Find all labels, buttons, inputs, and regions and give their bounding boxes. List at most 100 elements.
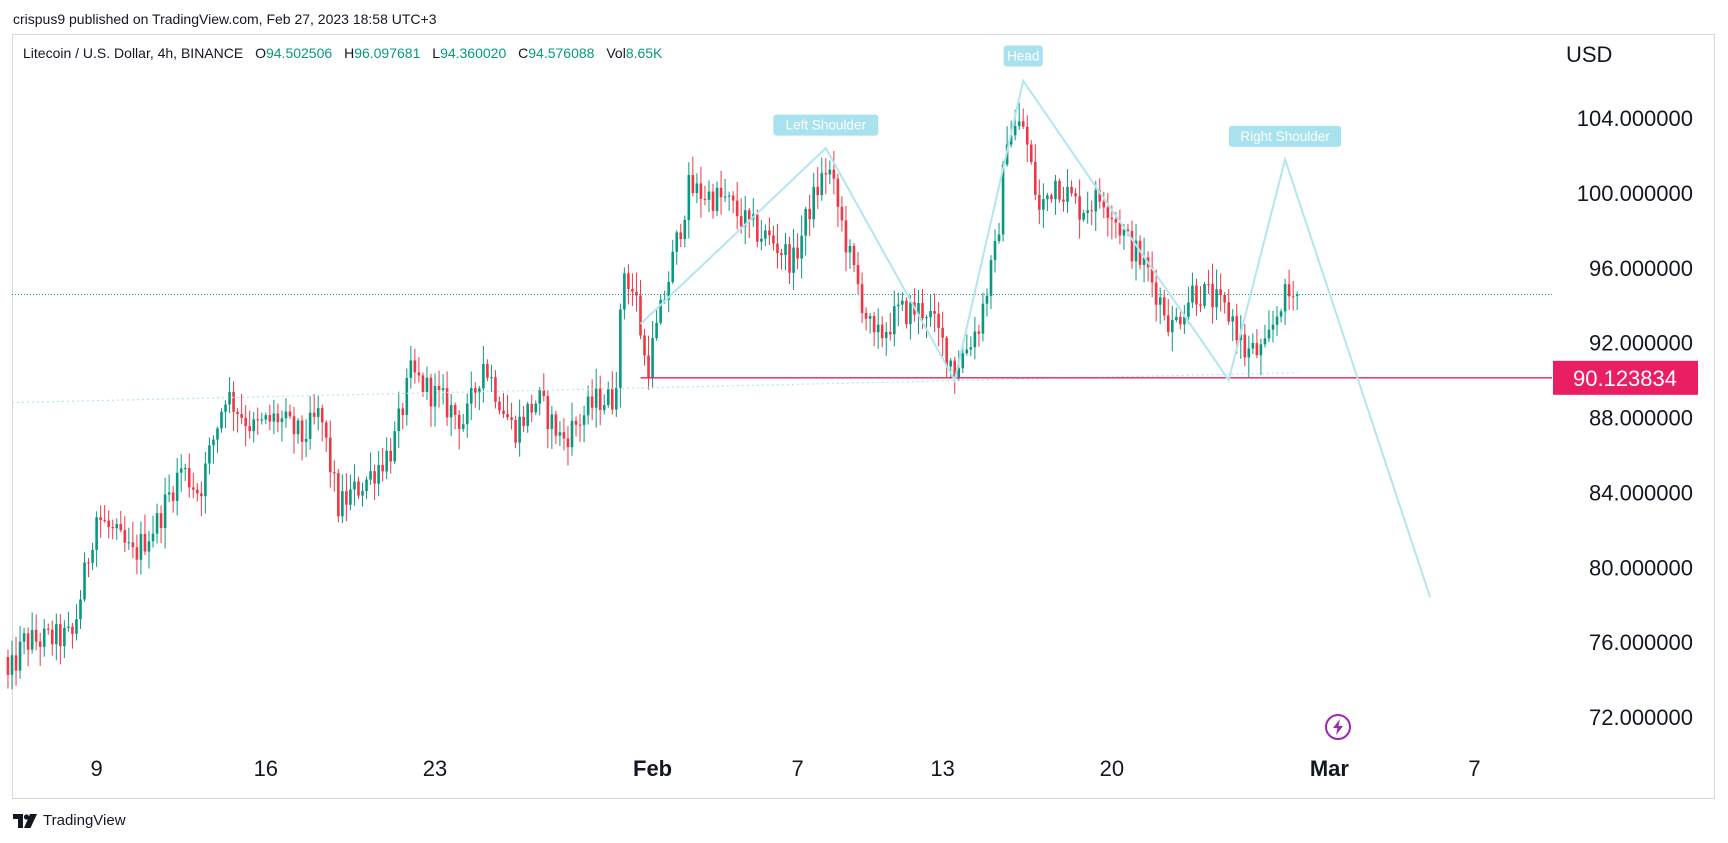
candle-body [715, 187, 719, 211]
candle-up [296, 418, 300, 444]
candle-body [643, 335, 646, 356]
candle-body [594, 388, 598, 408]
candle-body [103, 520, 106, 522]
pattern-label-box [773, 114, 879, 136]
candle-down [159, 505, 163, 544]
candle-up [1239, 315, 1243, 359]
candle-up [167, 474, 171, 503]
candle-up [95, 511, 98, 567]
candle-body [627, 273, 630, 290]
candle-body [341, 491, 344, 517]
pattern-label-text: Head [1007, 48, 1039, 63]
candle-down [59, 614, 62, 665]
candle-up [316, 394, 320, 431]
candle-down [107, 510, 110, 539]
y-tick-label: 88.000000 [1589, 406, 1693, 431]
candle-body [1295, 294, 1299, 296]
candle-body [115, 524, 119, 529]
candle-body [864, 312, 868, 319]
candle-down [292, 406, 296, 454]
candle-body [973, 331, 977, 348]
candle-body [280, 418, 284, 423]
candle-body [860, 284, 864, 313]
candle-body [30, 630, 34, 650]
candle-body [159, 513, 163, 529]
candle-body [71, 626, 74, 634]
candle-down [111, 519, 115, 540]
candle-down [71, 622, 74, 649]
candle-down [627, 264, 630, 305]
candle-up [272, 399, 276, 435]
candle-down [1078, 179, 1081, 239]
candle-body [292, 416, 296, 435]
candle-body [780, 253, 783, 256]
candle-down [578, 413, 582, 442]
candle-body [1267, 329, 1271, 339]
candle-down [131, 521, 135, 559]
candle-body [816, 186, 820, 196]
footer-brand[interactable]: TradingView [13, 812, 126, 829]
candle-down [610, 371, 614, 415]
candle-body [1227, 302, 1230, 322]
candle-down [574, 416, 578, 437]
candle-body [377, 465, 380, 484]
candle-down [514, 415, 517, 449]
candle-body [369, 471, 372, 480]
candle-body [1001, 164, 1005, 235]
candle-up [792, 228, 795, 290]
pattern-label: Head [1003, 45, 1043, 67]
candle-down [840, 196, 844, 232]
candle-body [328, 437, 332, 473]
candle-down [566, 426, 570, 466]
candle-down [1102, 191, 1106, 219]
candle-down [639, 279, 642, 340]
candle-body [187, 468, 191, 488]
candle-body [272, 413, 276, 422]
candle-body [147, 541, 151, 552]
candle-down [1058, 178, 1061, 203]
candle-up [623, 267, 626, 320]
candle-body [764, 230, 767, 239]
candle-up [151, 515, 155, 548]
candle-body [1259, 344, 1263, 356]
candle-down [1070, 180, 1073, 197]
high-label: H [344, 45, 355, 61]
lightning-icon[interactable] [1325, 714, 1351, 740]
candle-up [675, 230, 679, 265]
candle-body [46, 628, 50, 630]
candle-body [1094, 190, 1098, 212]
candle-down [711, 183, 715, 219]
candle-up [341, 474, 344, 524]
candle-body [79, 599, 82, 620]
candle-body [409, 360, 413, 378]
candle-up [75, 604, 78, 641]
candle-up [1134, 223, 1138, 281]
tradingview-logo-icon [13, 813, 37, 828]
candle-up [949, 357, 953, 379]
candle-body [538, 390, 542, 404]
candle-body [389, 450, 393, 462]
candle-body [1106, 207, 1110, 218]
candle-body [743, 210, 747, 227]
candle-body [892, 306, 896, 335]
candle-body [1042, 199, 1045, 210]
candle-up [284, 398, 288, 428]
candle-up [1247, 335, 1251, 378]
candle-body [6, 657, 10, 675]
candle-down [357, 476, 360, 500]
candle-body [888, 332, 892, 335]
candle-down [26, 627, 30, 667]
candle-body [1247, 348, 1251, 358]
candle-body [514, 419, 517, 443]
candle-body [615, 387, 618, 410]
candle-body [353, 481, 356, 490]
candle-body [1287, 284, 1291, 297]
candle-body [490, 377, 493, 379]
price-chart[interactable]: Left Shoulder Head Right Shoulder 104.0000… [0, 0, 1728, 800]
candle-down [103, 505, 106, 523]
candle-body [1050, 195, 1053, 200]
candle-down [1219, 273, 1222, 312]
candle-body [969, 347, 973, 350]
candle-up [79, 590, 82, 629]
candle-body [284, 411, 288, 419]
